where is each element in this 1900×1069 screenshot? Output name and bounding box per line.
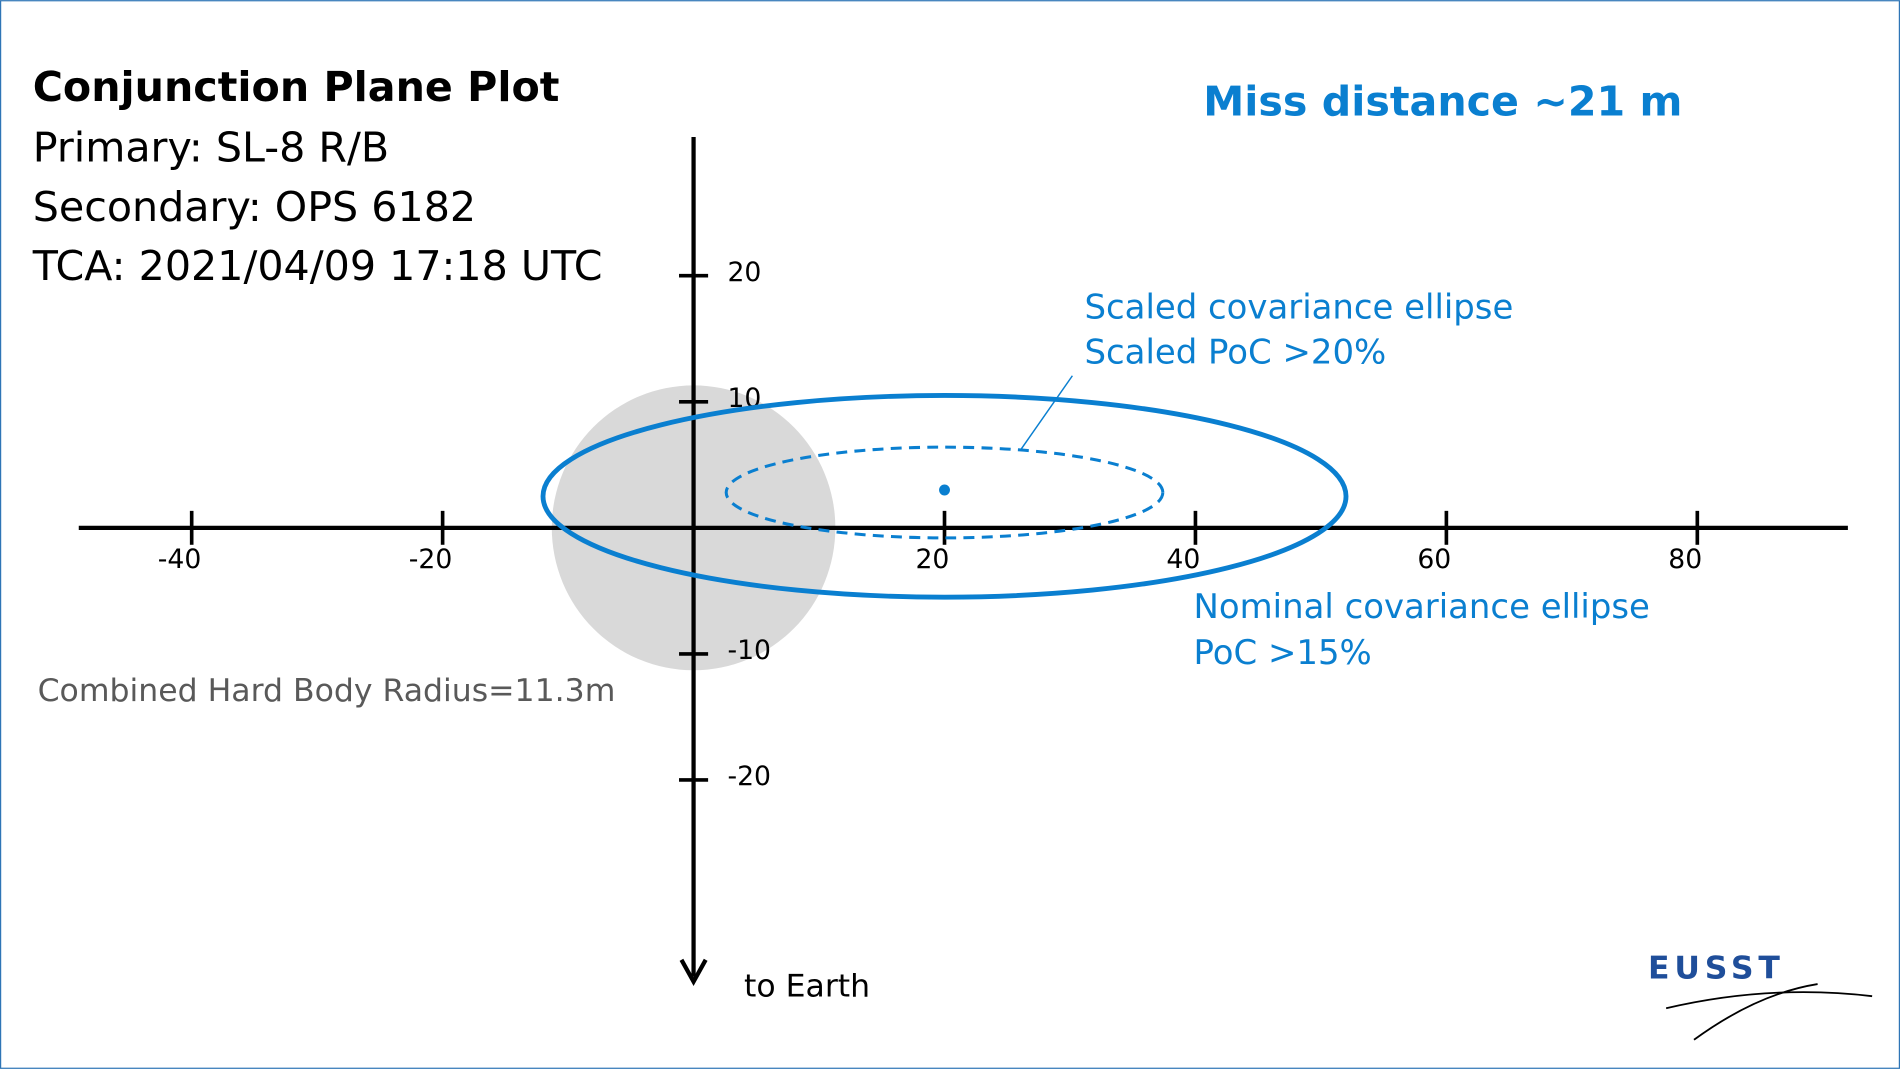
x-tick-label: 80 — [1668, 544, 1702, 575]
headline: Miss distance ~21 m — [1203, 77, 1682, 125]
ellipse-annotation: PoC >15% — [1194, 633, 1372, 672]
axis-label: to Earth — [744, 969, 870, 1005]
y-tick-label: -20 — [727, 761, 771, 792]
scaled-ellipse — [724, 445, 1165, 540]
logo-text: EUSST — [1648, 951, 1785, 987]
y-tick-label: -10 — [727, 635, 771, 666]
ellipse-name: Scaled covariance ellipse — [1085, 288, 1514, 327]
x-tick-label: 20 — [915, 544, 949, 575]
point — [939, 484, 950, 496]
nominal-ellipse — [540, 393, 1349, 600]
ellipse-name: Nominal covariance ellipse — [1194, 587, 1650, 626]
logo: EUSST — [1648, 951, 1873, 1041]
y-tick-label: 20 — [727, 257, 761, 288]
x-tick-label: -20 — [409, 544, 453, 575]
info-line: TCA: 2021/04/09 17:18 UTC — [32, 242, 603, 290]
info-line: Primary: SL-8 R/B — [33, 123, 389, 171]
info-line: Secondary: OPS 6182 — [33, 183, 476, 231]
x-tick-label: 40 — [1166, 544, 1200, 575]
chart-title: Conjunction Plane Plot — [33, 63, 560, 111]
hard-body-label: Combined Hard Body Radius=11.3m — [38, 673, 616, 709]
ellipse-annotation: Scaled PoC >20% — [1085, 332, 1387, 371]
x-tick-label: -40 — [158, 544, 202, 575]
leader-line — [1020, 375, 1073, 450]
axis-arrow — [679, 958, 708, 986]
x-tick-label: 60 — [1417, 544, 1451, 575]
